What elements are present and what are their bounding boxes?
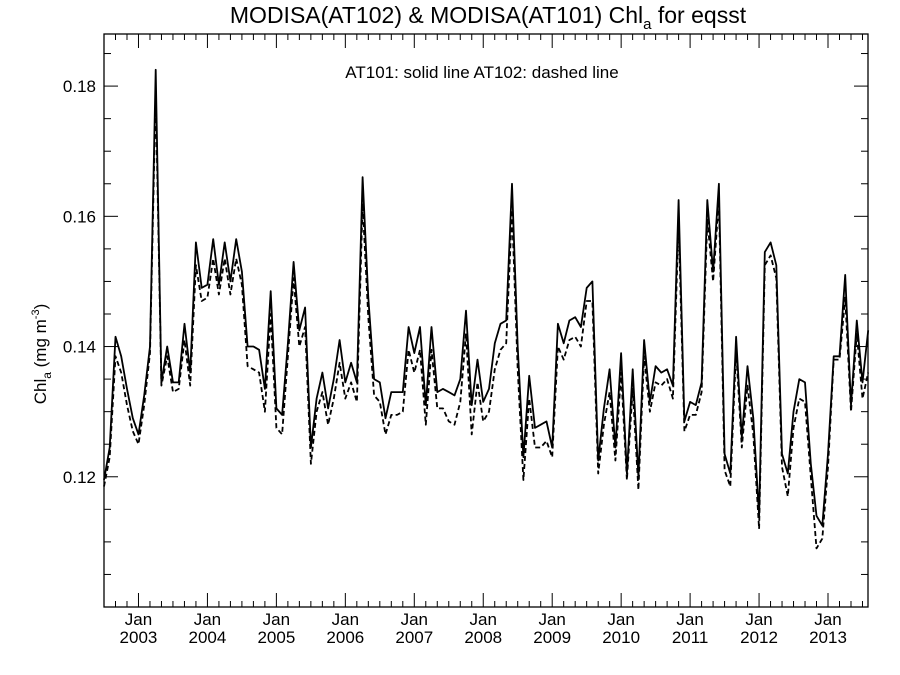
series-line-at102: [103, 91, 870, 550]
x-tick-label-month: Jan: [814, 610, 841, 629]
y-axis-label-unit: (mg m: [31, 319, 50, 372]
x-tick-label-month: Jan: [194, 610, 221, 629]
series-line-at101: [103, 68, 870, 527]
x-tick-label-year: 2003: [120, 628, 158, 647]
x-tick-label-month: Jan: [607, 610, 634, 629]
x-tick-label-year: 2012: [740, 628, 778, 647]
x-tick-label-month: Jan: [401, 610, 428, 629]
x-tick-label-month: Jan: [125, 610, 152, 629]
x-tick-label-month: Jan: [745, 610, 772, 629]
x-tick-label-year: 2005: [257, 628, 295, 647]
x-tick-label-year: 2013: [809, 628, 847, 647]
y-tick-label: 0.16: [63, 207, 96, 226]
series-group: [103, 68, 870, 550]
y-axis-label-main: Chl: [31, 379, 50, 405]
axes: 0.120.140.160.18Jan2003Jan2004Jan2005Jan…: [63, 33, 869, 647]
x-tick-label-year: 2008: [464, 628, 502, 647]
x-tick-label-month: Jan: [332, 610, 359, 629]
x-tick-label-month: Jan: [676, 610, 703, 629]
x-tick-label-month: Jan: [263, 610, 290, 629]
y-axis-label-subscript: a: [40, 372, 54, 379]
y-tick-label: 0.12: [63, 468, 96, 487]
y-axis-label: Chla (mg m-3): [30, 304, 54, 405]
chart-title-subscript: a: [643, 16, 652, 33]
chart-title: MODISA(AT102) & MODISA(AT101) Chla for e…: [230, 2, 747, 33]
y-tick-label: 0.14: [63, 338, 96, 357]
y-tick-label: 0.18: [63, 77, 96, 96]
chart-annotation: AT101: solid line AT102: dashed line: [345, 63, 618, 82]
x-tick-label-month: Jan: [470, 610, 497, 629]
x-tick-label-year: 2006: [326, 628, 364, 647]
y-axis-label-superscript: -3: [30, 309, 42, 319]
x-tick-label-year: 2007: [395, 628, 433, 647]
x-tick-label-year: 2010: [602, 628, 640, 647]
chart-title-tail: for eqsst: [651, 2, 746, 28]
chart-title-main: MODISA(AT102) & MODISA(AT101) Chl: [230, 2, 643, 28]
x-tick-label-year: 2009: [533, 628, 571, 647]
y-axis-label-close: ): [31, 304, 50, 310]
x-tick-label-year: 2004: [189, 628, 227, 647]
x-tick-label-year: 2011: [672, 628, 709, 647]
x-tick-label-month: Jan: [538, 610, 565, 629]
plot-frame: [103, 33, 869, 608]
